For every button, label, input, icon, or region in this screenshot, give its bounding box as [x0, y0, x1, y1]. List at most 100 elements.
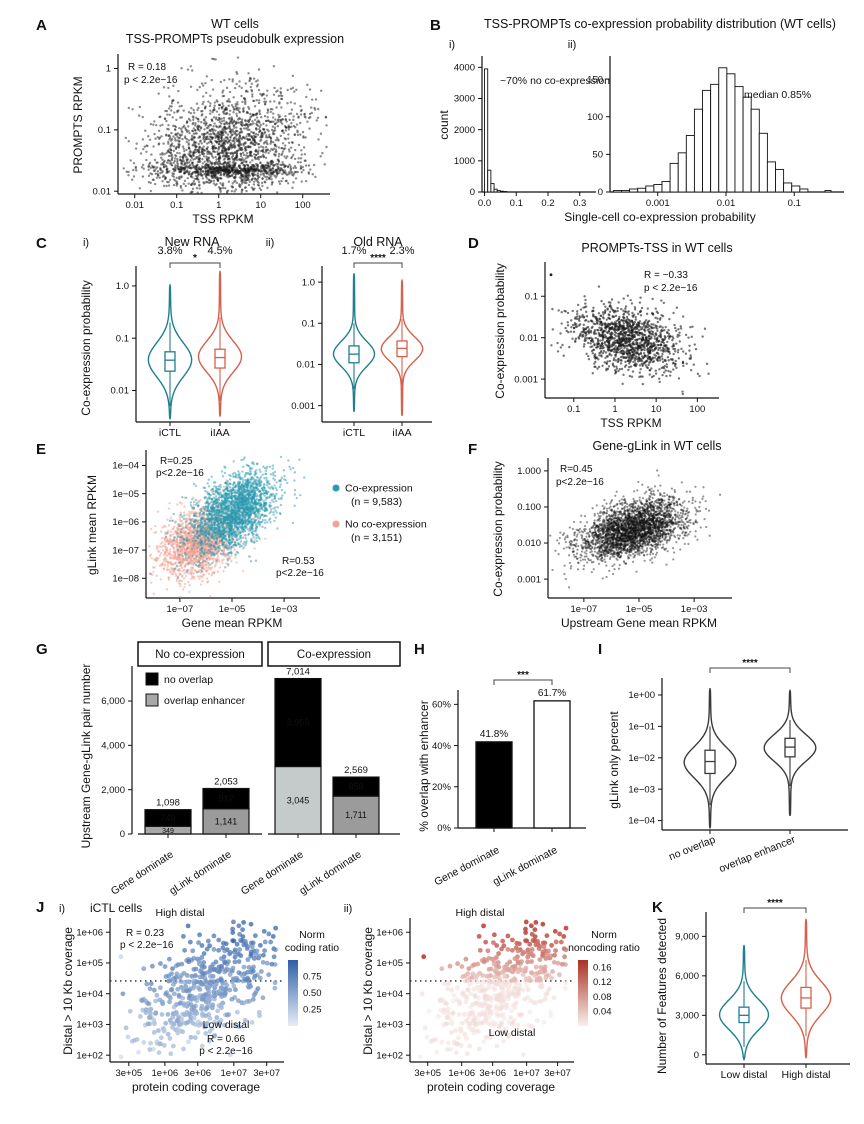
data-point: [643, 362, 646, 365]
data-point: [224, 186, 227, 190]
data-point: [671, 362, 675, 365]
data-point: [585, 337, 589, 340]
x-tick-label: 0.01: [125, 200, 143, 211]
data-point: [249, 112, 252, 116]
data-point: [263, 97, 266, 100]
data-point: [233, 180, 236, 183]
data-point: [289, 87, 293, 91]
data-point: [596, 318, 599, 322]
data-point: [604, 351, 608, 354]
data-point: [666, 349, 669, 352]
data-point: [584, 336, 587, 339]
data-point: [214, 184, 217, 187]
y-tick-label: 1: [106, 64, 111, 75]
data-point: [130, 178, 134, 181]
data-point: [207, 124, 210, 128]
data-point: [630, 302, 634, 305]
data-point: [639, 314, 643, 317]
data-point: [598, 334, 601, 338]
hist-bar: [766, 161, 776, 193]
data-point: [665, 346, 668, 349]
data-point: [183, 135, 187, 138]
data-point: [280, 122, 284, 126]
hist-bar: [637, 187, 647, 193]
data-point: [672, 311, 675, 315]
data-point: [190, 69, 194, 72]
data-point: [656, 320, 660, 324]
data-point: [640, 349, 643, 352]
data-point: [669, 358, 673, 361]
data-point: [665, 365, 669, 369]
data-point: [652, 344, 655, 348]
data-point: [621, 326, 624, 329]
data-point: [606, 331, 609, 334]
data-point: [633, 320, 637, 324]
data-point: [639, 368, 642, 371]
data-point: [170, 102, 174, 105]
data-point: [667, 335, 670, 338]
data-point: [696, 372, 700, 376]
data-point: [274, 118, 277, 121]
hist-bar: [612, 190, 622, 193]
data-point: [280, 97, 284, 101]
data-point: [656, 327, 659, 330]
data-point: [693, 343, 696, 346]
data-point: [688, 357, 691, 360]
data-point: [277, 138, 280, 141]
data-point: [250, 172, 254, 176]
data-point: [620, 340, 624, 343]
data-point: [260, 134, 263, 137]
data-point: [238, 165, 241, 168]
violin-shape: [197, 271, 243, 417]
data-point: [292, 153, 295, 157]
data-point: [189, 163, 192, 167]
data-point: [615, 339, 619, 342]
data-point: [679, 325, 682, 328]
data-point: [622, 335, 625, 338]
data-point: [295, 123, 299, 126]
data-point: [161, 549, 165, 552]
data-point: [223, 157, 227, 160]
data-point: [248, 76, 252, 80]
data-point: [295, 88, 298, 91]
data-point: [299, 104, 302, 108]
data-point: [233, 190, 236, 193]
data-point: [253, 547, 256, 550]
y-tick-label: 3000: [454, 94, 475, 105]
data-point: [164, 543, 167, 546]
data-point: [574, 317, 577, 320]
data-point: [703, 327, 707, 330]
data-point: [228, 143, 232, 147]
data-point: [205, 577, 209, 580]
data-point: [211, 566, 214, 569]
data-point: [238, 80, 241, 83]
data-point: [213, 108, 216, 111]
data-point: [287, 137, 290, 140]
x-tick-label: 0.001: [646, 198, 670, 209]
data-point: [297, 115, 300, 118]
data-point: [241, 151, 245, 154]
data-point: [237, 121, 241, 124]
data-point: [609, 328, 612, 331]
x-tick-label: 10: [651, 404, 662, 415]
data-point: [271, 116, 275, 119]
data-point: [596, 337, 600, 341]
data-point: [633, 356, 637, 360]
data-point: [660, 328, 663, 332]
data-point: [240, 162, 243, 165]
data-point: [153, 132, 156, 136]
x-tick-label: 0.3: [573, 198, 586, 209]
data-point: [235, 82, 238, 86]
data-point: [173, 159, 176, 163]
data-point: [163, 564, 167, 567]
data-point: [218, 120, 221, 124]
data-point: [241, 157, 244, 160]
data-point: [266, 119, 270, 122]
hist-bar: [496, 190, 501, 193]
data-point: [707, 372, 710, 375]
data-point: [189, 167, 192, 170]
data-point: [641, 382, 645, 386]
data-point: [279, 91, 283, 95]
data-point: [216, 100, 219, 103]
data-point: [188, 510, 191, 513]
